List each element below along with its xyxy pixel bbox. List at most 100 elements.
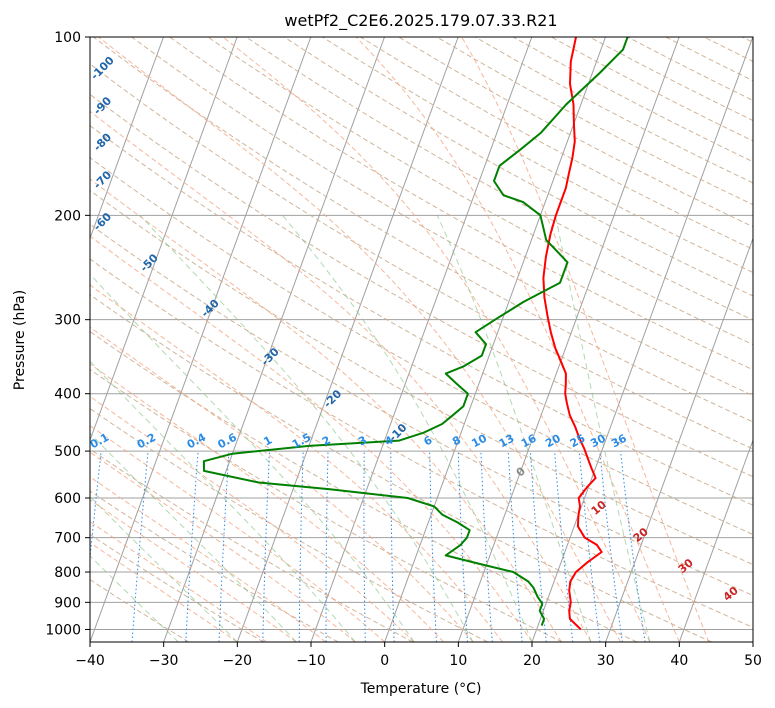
- dry-adiabat-line: [245, 37, 753, 321]
- saturation-curve-line: [90, 432, 297, 642]
- y-axis: 100 200 300 400 500 600 700 800 900 1000: [45, 30, 90, 638]
- dry-adiabat-line: [283, 37, 753, 297]
- x-tick-label: −30: [149, 653, 179, 669]
- saturation-curve-line: [90, 360, 356, 642]
- moist-adiabat-line: [90, 541, 238, 642]
- moist-adiabat-label: 30: [676, 556, 696, 576]
- mixing-ratio-label: 25: [568, 432, 588, 451]
- dry-adiabat-line: [90, 63, 753, 450]
- mixing-ratio-line: [599, 451, 623, 642]
- saturation-curve-line: [90, 555, 179, 642]
- moist-adiabat-line: [90, 178, 562, 642]
- x-tick-label: −10: [296, 653, 326, 669]
- x-tick-label: −40: [75, 653, 105, 669]
- saturation-curve-line: [282, 214, 533, 642]
- chart-title: wetPf2_C2E6.2025.179.07.33.R21: [284, 11, 557, 31]
- dry-adiabat-line: [90, 578, 190, 642]
- y-tick-label: 1000: [45, 622, 81, 638]
- y-tick-label: 500: [54, 444, 81, 460]
- moist-adiabat-line: [90, 110, 592, 642]
- dry-adiabat-label: -30: [259, 345, 282, 368]
- mixing-ratio-label: 10: [469, 432, 489, 451]
- mixing-ratio-line: [325, 451, 329, 642]
- dry-adiabat-line: [90, 490, 339, 642]
- x-axis-title: Temperature (°C): [360, 681, 482, 697]
- moist-adiabat-label: 40: [721, 584, 741, 604]
- dry-adiabat-line: [90, 258, 753, 628]
- moist-adiabat-zero-label: 0: [514, 464, 528, 479]
- moist-adiabat-line: [90, 284, 503, 642]
- moist-adiabat-line: [90, 363, 444, 642]
- moist-adiabat-line: [90, 451, 356, 642]
- moist-adiabat-line: [90, 425, 386, 642]
- mixing-ratio-label: 1.5: [290, 431, 313, 452]
- dry-adiabat-line: [322, 37, 753, 274]
- dry-adiabat-label: -100: [88, 54, 117, 83]
- mixing-ratio-label: 36: [609, 432, 629, 451]
- y-tick-label: 200: [54, 208, 81, 224]
- moist-adiabat-line: [90, 476, 327, 642]
- moist-adiabat-line: [90, 499, 297, 642]
- y-tick-label: 600: [54, 491, 81, 507]
- dry-adiabat-line: [90, 408, 488, 642]
- dry-adiabat-line: [90, 189, 753, 566]
- isotherm-line: [236, 37, 459, 642]
- dry-adiabat-line: [90, 223, 753, 597]
- x-tick-label: 30: [597, 653, 615, 669]
- dewpoint-series-line: [202, 37, 629, 626]
- mixing-ratio-label: 20: [543, 432, 563, 451]
- dry-adiabat-line: [90, 330, 638, 642]
- moist-adiabat-line: [461, 37, 710, 642]
- mixing-ratio-label: 30: [588, 432, 608, 451]
- y-axis-title: Pressure (hPa): [12, 290, 28, 390]
- moist-adiabat-line: [98, 37, 621, 642]
- isotherm-line: [384, 37, 606, 642]
- reference-labels: 0.1 0.2 0.4 0.6 1 1.5 2 3 4 6 8 10 13 16 20 25 30 36-100-…: [88, 54, 741, 604]
- dry-adiabat-line: [741, 37, 753, 43]
- y-tick-label: 700: [54, 531, 81, 547]
- mixing-ratio-line: [131, 451, 149, 642]
- dry-adiabat-line: [436, 37, 753, 206]
- dry-adiabat-line: [90, 157, 753, 536]
- x-axis: −40 −30 −20 −10 0 10 20 30 40 50: [75, 642, 762, 669]
- temperature-series-line: [542, 37, 603, 631]
- moist-adiabat-line: [90, 395, 415, 642]
- dry-adiabat-label: -20: [321, 387, 344, 410]
- moist-adiabat-line: [222, 37, 651, 642]
- dry-adiabat-line: [665, 37, 753, 82]
- y-tick-label: 900: [54, 595, 81, 611]
- dry-adiabat-label: -80: [91, 130, 114, 153]
- moist-adiabat-line: [90, 326, 474, 642]
- y-tick-label: 100: [54, 30, 81, 46]
- x-tick-label: 0: [380, 653, 389, 669]
- isotherm-line: [457, 37, 680, 642]
- moist-adiabat-line: [355, 37, 680, 642]
- y-tick-label: 300: [54, 313, 81, 329]
- dry-adiabat-line: [703, 37, 753, 62]
- isotherm-line: [678, 438, 753, 642]
- isotherm-line: [90, 37, 238, 442]
- mixing-ratio-line: [620, 451, 646, 642]
- mixing-ratio-line: [507, 451, 523, 642]
- isotherm-line: [163, 37, 385, 642]
- x-tick-label: 50: [744, 653, 762, 669]
- moist-adiabat-line: [90, 235, 533, 642]
- saturation-curve-line: [90, 495, 238, 642]
- mixing-ratio-label: 1: [261, 433, 274, 448]
- dry-adiabat-label: -60: [91, 210, 114, 233]
- dry-adiabat-line: [90, 125, 753, 506]
- isotherm-line: [605, 236, 753, 642]
- saturation-curve-line: [436, 215, 592, 642]
- dry-adiabat-line: [589, 37, 753, 122]
- mixing-ratio-line: [554, 451, 574, 642]
- mixing-ratio-line: [390, 451, 395, 642]
- x-tick-label: 20: [523, 653, 541, 669]
- mixing-ratio-line: [218, 451, 230, 642]
- y-tick-label: 400: [54, 387, 81, 403]
- dry-adiabat-line: [398, 37, 753, 228]
- mixing-ratio-label: 16: [519, 432, 539, 451]
- moist-adiabat-line: [90, 521, 268, 642]
- dry-adiabat-label: -70: [91, 168, 114, 191]
- plot-frame: [89, 36, 754, 643]
